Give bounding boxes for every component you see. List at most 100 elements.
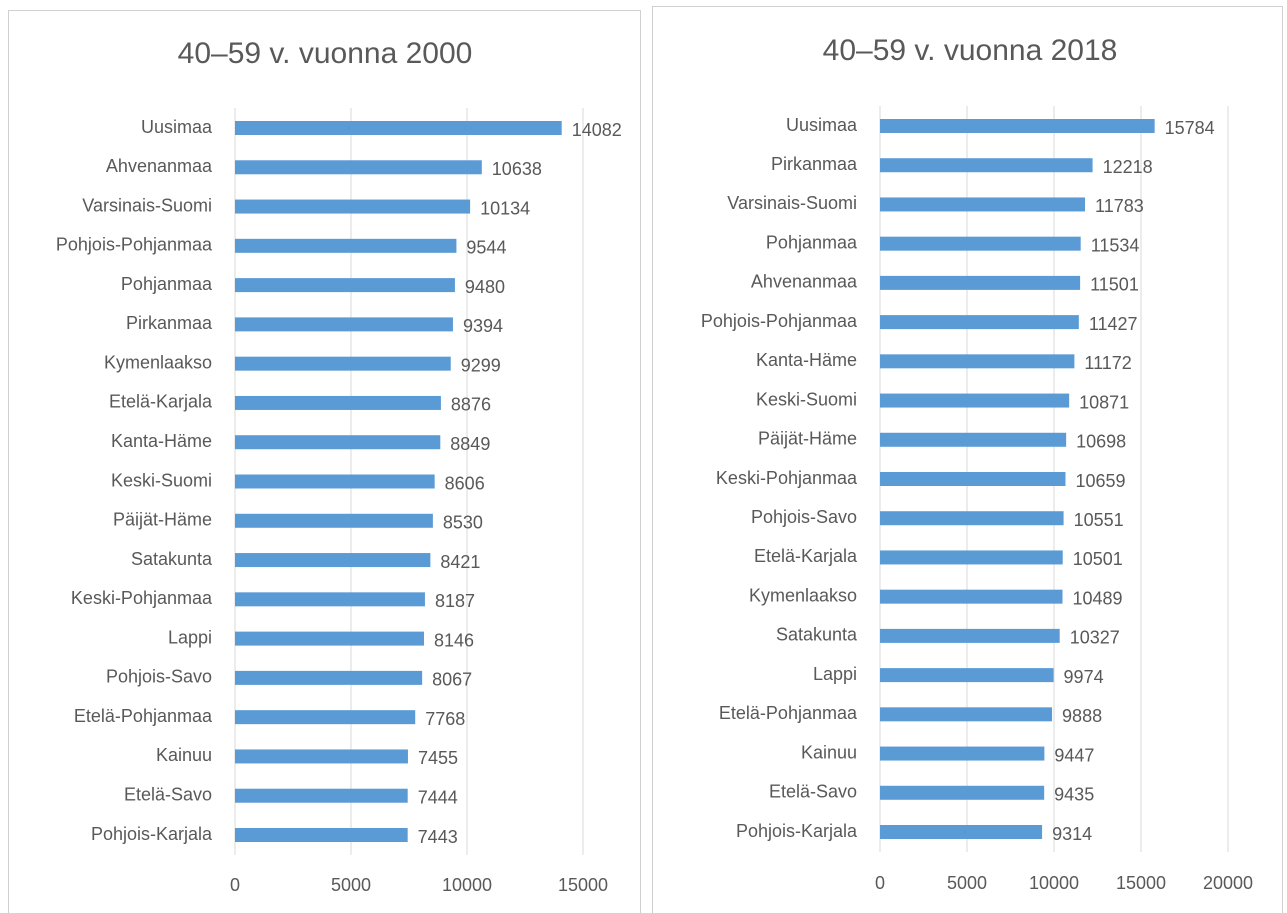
y-tick-label: Pohjois-Pohjanmaa [56, 235, 213, 255]
data-label: 9888 [1062, 706, 1102, 726]
y-tick-label: Kymenlaakso [749, 585, 857, 605]
y-tick-label: Pohjanmaa [121, 274, 213, 294]
bar [235, 435, 441, 450]
bar [880, 158, 1093, 173]
bar [235, 710, 416, 725]
bar [880, 511, 1064, 526]
y-tick-label: Etelä-Karjala [754, 546, 858, 566]
y-tick-label: Keski-Pohjanmaa [71, 588, 213, 608]
bar [235, 395, 441, 410]
bar [235, 788, 408, 803]
x-tick-label: 15000 [558, 875, 608, 895]
data-label: 10501 [1073, 549, 1123, 569]
data-label: 10327 [1070, 628, 1120, 648]
panel [8, 10, 641, 913]
y-tick-label: Etelä-Savo [769, 782, 857, 802]
y-tick-label: Lappi [168, 627, 212, 647]
bar [235, 199, 471, 214]
y-tick-label: Pohjois-Savo [751, 507, 857, 527]
y-tick-label: Keski-Suomi [111, 470, 212, 490]
data-label: 8606 [445, 473, 485, 493]
bar [235, 513, 433, 528]
bar [880, 707, 1053, 722]
bar [880, 119, 1155, 133]
data-label: 7768 [425, 709, 465, 729]
data-label: 10134 [480, 198, 530, 218]
y-tick-label: Uusimaa [141, 117, 213, 137]
x-tick-label: 20000 [1203, 873, 1253, 893]
y-tick-label: Päijät-Häme [113, 510, 212, 530]
bar [880, 354, 1075, 369]
data-label: 9435 [1054, 785, 1094, 805]
bar [880, 236, 1081, 251]
bar [880, 393, 1070, 408]
bar [880, 550, 1063, 565]
y-tick-label: Keski-Suomi [756, 389, 857, 409]
data-label: 9544 [466, 238, 506, 258]
x-tick-label: 0 [230, 875, 240, 895]
y-tick-label: Pohjois-Pohjanmaa [701, 311, 858, 331]
data-label: 12218 [1103, 157, 1153, 177]
bar [880, 275, 1081, 290]
data-label: 11172 [1084, 353, 1131, 373]
bar [880, 315, 1079, 330]
data-label: 7444 [418, 787, 458, 807]
bar [880, 628, 1060, 643]
bar [235, 317, 453, 332]
bar [880, 785, 1045, 800]
bar [880, 589, 1063, 604]
bar [235, 828, 408, 842]
x-tick-label: 10000 [1029, 873, 1079, 893]
bar [880, 432, 1067, 447]
bar [235, 160, 482, 175]
x-tick-label: 10000 [442, 875, 492, 895]
bar [235, 749, 408, 764]
y-tick-label: Kanta-Häme [756, 350, 857, 370]
data-label: 8849 [450, 434, 490, 454]
y-tick-label: Varsinais-Suomi [82, 195, 212, 215]
y-tick-label: Keski-Pohjanmaa [716, 468, 858, 488]
data-label: 10638 [492, 159, 542, 179]
chart-title: 40–59 v. vuonna 2018 [823, 34, 1118, 67]
y-tick-label: Lappi [813, 664, 857, 684]
data-label: 11427 [1089, 314, 1138, 334]
x-tick-label: 5000 [331, 875, 371, 895]
data-label: 7455 [418, 748, 458, 768]
bar [235, 356, 451, 371]
y-tick-label: Kanta-Häme [111, 431, 212, 451]
data-label: 11501 [1090, 275, 1139, 295]
x-tick-label: 0 [875, 873, 885, 893]
bar [880, 825, 1043, 839]
y-tick-label: Satakunta [776, 625, 858, 645]
bar [880, 746, 1045, 761]
data-label: 9299 [461, 355, 501, 375]
x-tick-label: 5000 [947, 873, 987, 893]
bar [880, 197, 1086, 212]
y-tick-label: Pohjanmaa [766, 232, 858, 252]
y-tick-label: Etelä-Pohjanmaa [74, 706, 213, 726]
data-label: 15784 [1165, 118, 1215, 138]
y-tick-label: Satakunta [131, 549, 213, 569]
data-label: 8421 [440, 552, 480, 572]
data-label: 11783 [1095, 196, 1144, 216]
y-tick-label: Pohjois-Karjala [736, 821, 858, 841]
y-tick-label: Kymenlaakso [104, 352, 212, 372]
y-tick-label: Pirkanmaa [126, 313, 213, 333]
data-label: 11534 [1091, 235, 1140, 255]
y-tick-label: Kainuu [801, 742, 857, 762]
data-label: 14082 [572, 120, 622, 140]
y-tick-label: Kainuu [156, 745, 212, 765]
bar [235, 238, 457, 253]
data-label: 8146 [434, 630, 474, 650]
y-tick-label: Pohjois-Karjala [91, 824, 213, 844]
y-tick-label: Pohjois-Savo [106, 667, 212, 687]
data-label: 9974 [1064, 667, 1104, 687]
data-label: 8187 [435, 591, 475, 611]
y-tick-label: Etelä-Savo [124, 784, 212, 804]
data-label: 8876 [451, 395, 491, 415]
data-label: 10871 [1079, 392, 1129, 412]
data-label: 8067 [432, 670, 472, 690]
bar [235, 631, 424, 646]
bar [235, 474, 435, 489]
